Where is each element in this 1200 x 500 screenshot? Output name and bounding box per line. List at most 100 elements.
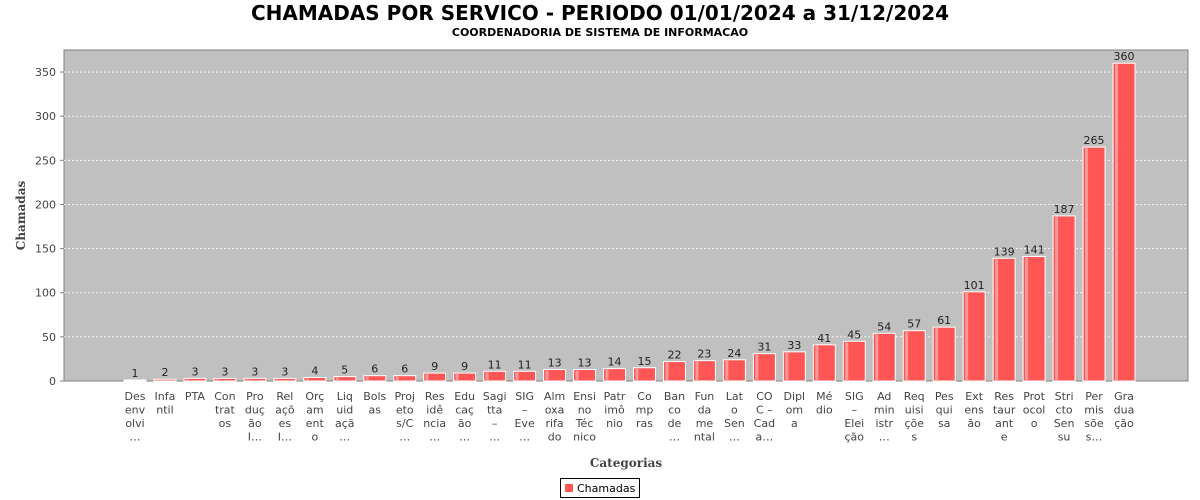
x-tick-label: Ban co de…	[664, 390, 685, 444]
bar-value-label: 13	[578, 357, 592, 370]
x-tick-label: SIG – Eve…	[514, 390, 534, 444]
bar-value-label: 24	[727, 347, 741, 360]
bar	[513, 370, 537, 382]
bar-highlight	[185, 379, 189, 380]
x-tick-label: Infa ntil	[155, 390, 176, 417]
bar-highlight	[455, 374, 459, 380]
bar-highlight	[725, 360, 729, 380]
x-tick-label: PTA	[185, 390, 205, 403]
plot-area	[63, 49, 1189, 382]
x-tick-label: Fun da me ntal	[694, 390, 715, 444]
x-tick-label: Mé dio	[816, 390, 833, 417]
bar	[782, 351, 806, 382]
bar-highlight	[545, 370, 549, 380]
bar-highlight	[275, 379, 279, 380]
bar-value-label: 2	[161, 366, 168, 379]
bar	[603, 368, 627, 382]
bar	[932, 326, 956, 382]
y-tick-label: 250	[35, 154, 56, 167]
legend-label: Chamadas	[577, 481, 636, 495]
chart-legend: Chamadas	[560, 478, 641, 498]
bar	[183, 377, 207, 382]
chart-title: CHAMADAS POR SERVICO - PERIODO 01/01/202…	[250, 1, 950, 25]
bar-highlight	[395, 376, 399, 380]
bar-highlight	[905, 331, 909, 380]
bar	[453, 372, 477, 382]
bar-value-label: 13	[548, 357, 562, 370]
bar-value-label: 23	[697, 348, 711, 361]
bar-value-label: 54	[877, 320, 891, 333]
chart-subtitle: COORDENADORIA DE SISTEMA DE INFORMACAO	[451, 26, 749, 39]
bar	[842, 340, 866, 382]
bar-value-label: 31	[757, 341, 771, 354]
bar-highlight	[575, 370, 579, 380]
bar-value-label: 3	[191, 365, 198, 378]
bar-highlight	[1115, 64, 1119, 381]
x-tick-label: Co mp ras	[636, 390, 654, 430]
bar-value-label: 101	[964, 279, 985, 292]
x-tick-label: Con trat os	[214, 390, 235, 430]
x-tick-label: Patr imô nio	[604, 390, 626, 430]
bar-value-label: 6	[401, 363, 408, 376]
x-tick-label: Lat o Sen…	[724, 390, 745, 444]
bar-highlight	[665, 362, 669, 380]
bar	[393, 375, 417, 382]
bar-highlight	[515, 372, 519, 380]
y-tick-label: 100	[35, 287, 56, 300]
x-tick-label: Ad min istr…	[874, 390, 895, 444]
bar	[483, 370, 507, 382]
bar-value-label: 265	[1084, 134, 1105, 147]
bar-value-label: 187	[1054, 203, 1075, 216]
bar	[543, 369, 567, 382]
bar-highlight	[635, 368, 639, 380]
bar-value-label: 5	[341, 364, 348, 377]
x-tick-label: Edu caç ão…	[454, 390, 475, 444]
bar-highlight	[965, 292, 969, 380]
bar-highlight	[245, 379, 249, 380]
x-tick-label: Prot ocol o	[1023, 390, 1046, 430]
bar	[812, 344, 836, 382]
bar-highlight	[815, 345, 819, 380]
bar-highlight	[755, 354, 759, 380]
x-tick-label: Res idê ncia…	[423, 390, 446, 444]
x-tick-label: Pro duç ão I…	[245, 390, 265, 444]
x-tick-label: Des env olvi…	[125, 390, 146, 444]
bar-value-label: 15	[637, 355, 651, 368]
x-tick-label: Sagi tta –…	[483, 390, 507, 444]
bar	[423, 372, 447, 382]
bar	[1112, 62, 1136, 382]
x-tick-label: Liq uid açã…	[335, 390, 355, 444]
bar-value-label: 141	[1024, 244, 1045, 257]
legend-swatch	[565, 484, 573, 492]
y-tick-label: 0	[49, 375, 56, 388]
bar	[962, 291, 986, 382]
x-tick-label: Req uisi çõe s	[904, 390, 925, 444]
bar-highlight	[605, 369, 609, 380]
bar-value-label: 41	[817, 332, 831, 345]
bar-highlight	[695, 361, 699, 380]
x-tick-label: Gra dua ção	[1114, 390, 1135, 430]
bar	[123, 379, 147, 382]
bar-value-label: 11	[488, 358, 502, 371]
bar-highlight	[845, 342, 849, 380]
y-axis-title: Chamadas	[14, 181, 28, 251]
y-tick-label: 350	[35, 66, 56, 79]
y-tick-label: 300	[35, 110, 56, 123]
bar-highlight	[485, 372, 489, 380]
bar	[752, 353, 776, 382]
y-tick-label: 150	[35, 243, 56, 256]
bar-highlight	[1055, 216, 1059, 380]
bar	[722, 359, 746, 382]
bar	[303, 376, 327, 382]
x-tick-label: Res taur ant e	[993, 390, 1016, 444]
bar	[662, 361, 686, 382]
bar-value-label: 61	[937, 314, 951, 327]
bar	[632, 367, 656, 382]
bar	[153, 378, 177, 382]
x-tick-label: Ensi no Téc nico	[573, 390, 596, 444]
bar	[872, 332, 896, 382]
bar-value-label: 4	[311, 364, 318, 377]
bar-value-label: 9	[431, 360, 438, 373]
bar-value-label: 1	[132, 367, 139, 380]
